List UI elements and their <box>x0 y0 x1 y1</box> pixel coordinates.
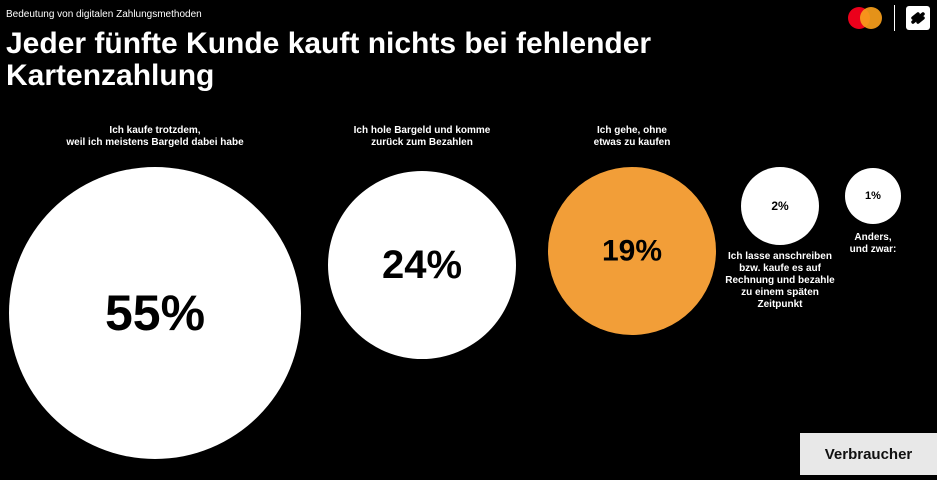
bubble-value-label: 2% <box>771 199 789 213</box>
bubble-4: 1% Anders, und zwar: <box>845 168 901 255</box>
brand-s-logo <box>906 6 930 30</box>
bubble-circle <box>548 167 716 335</box>
bubble-category-label: Ich kaufe trotzdem, weil ich meistens Bar… <box>65 125 244 148</box>
bubble-circle <box>845 168 901 224</box>
page-title: Jeder fünfte Kunde kauft nichts bei fehl… <box>6 27 652 92</box>
bubble-circle <box>741 167 819 245</box>
mastercard-logo <box>848 7 882 29</box>
bubble-value-label: 19% <box>602 235 662 268</box>
bubble-3: 2% Ich lasse anschreiben bzw. kaufe es auf… <box>725 167 835 310</box>
bubble-2: 19% Ich gehe, ohne etwas zu kaufen <box>548 125 716 335</box>
bubble-category-label: Ich gehe, ohne etwas zu kaufen <box>594 125 671 148</box>
bubble-value-label: 1% <box>865 190 881 202</box>
audience-badge[interactable]: Verbraucher <box>800 433 937 475</box>
bubble-1: 24% Ich hole Bargeld und komme zurück zum … <box>328 125 516 359</box>
bubble-circle <box>9 167 301 459</box>
page-kicker: Bedeutung von digitalen Zahlungsmethoden <box>6 9 202 20</box>
bubble-category-label: Ich lasse anschreiben bzw. kaufe es auf Re… <box>725 251 835 310</box>
bubble-0: 55% Ich kaufe trotzdem, weil ich meistens … <box>9 125 301 459</box>
bubble-value-label: 24% <box>382 243 462 287</box>
bubble-value-label: 55% <box>105 285 205 341</box>
mastercard-orange-circle <box>860 7 882 29</box>
logo-divider <box>894 5 895 31</box>
bubble-category-label: Ich hole Bargeld und komme zurück zum Bez… <box>354 125 491 148</box>
bubble-category-label: Anders, und zwar: <box>850 232 897 255</box>
bubble-circle <box>328 171 516 359</box>
